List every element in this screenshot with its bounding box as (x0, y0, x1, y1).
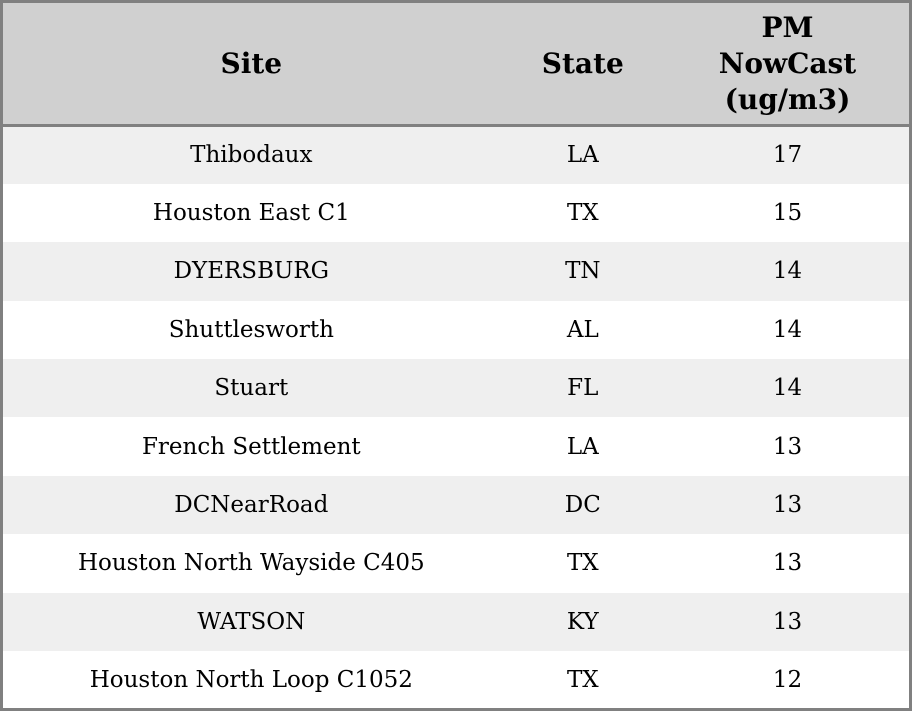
site-cell: WATSON (1, 592, 500, 652)
site-cell: DYERSBURG (1, 242, 500, 301)
site-cell: Stuart (1, 359, 500, 418)
state-cell: KY (499, 592, 666, 652)
table-row: DYERSBURG TN 14 (1, 242, 911, 301)
state-cell: LA (499, 417, 666, 476)
pm-cell: 14 (665, 242, 911, 301)
site-cell: Houston North Loop C1052 (1, 651, 500, 710)
site-cell: Shuttlesworth (1, 300, 500, 360)
site-cell: DCNearRoad (1, 475, 500, 535)
column-header-site-label: Site (220, 46, 283, 80)
column-header-pm-nowcast: PM NowCast (ug/m3) (665, 1, 911, 127)
state-cell: TX (499, 534, 666, 593)
header-row: Site State PM NowCast (ug/m3) (1, 1, 911, 127)
state-cell: DC (499, 475, 666, 535)
pm-cell: 15 (665, 183, 911, 243)
state-cell: TX (499, 651, 666, 710)
pm-cell: 12 (665, 651, 911, 710)
pm-cell: 14 (665, 300, 911, 360)
table-row: Stuart FL 14 (1, 359, 911, 418)
state-cell: FL (499, 359, 666, 418)
table-row: French Settlement LA 13 (1, 417, 911, 476)
table-row: Houston North Loop C1052 TX 12 (1, 651, 911, 710)
table-body: Thibodaux LA 17 Houston East C1 TX 15 DYERSBUR… (1, 125, 911, 710)
state-cell: LA (499, 125, 666, 184)
state-cell: TX (499, 183, 666, 243)
pm-cell: 13 (665, 475, 911, 535)
column-header-state-label: State (541, 46, 624, 80)
column-header-pm-nowcast-label: PM NowCast (ug/m3) (718, 10, 857, 116)
pm-cell: 13 (665, 534, 911, 593)
pm-cell: 13 (665, 417, 911, 476)
state-cell: TN (499, 242, 666, 301)
site-cell: Houston East C1 (1, 183, 500, 243)
column-header-state: State (499, 1, 666, 127)
table-row: Thibodaux LA 17 (1, 125, 911, 184)
table-row: Houston East C1 TX 15 (1, 183, 911, 243)
pm-cell: 14 (665, 359, 911, 418)
table-row: DCNearRoad DC 13 (1, 475, 911, 535)
table-row: Houston North Wayside C405 TX 13 (1, 534, 911, 593)
column-header-site: Site (1, 1, 500, 127)
state-cell: AL (499, 300, 666, 360)
site-cell: Thibodaux (1, 125, 500, 184)
pm-cell: 13 (665, 592, 911, 652)
site-cell: Houston North Wayside C405 (1, 534, 500, 593)
table-row: WATSON KY 13 (1, 592, 911, 652)
table-header: Site State PM NowCast (ug/m3) (1, 1, 911, 127)
pm-cell: 17 (665, 125, 911, 184)
site-cell: French Settlement (1, 417, 500, 476)
table-row: Shuttlesworth AL 14 (1, 300, 911, 360)
